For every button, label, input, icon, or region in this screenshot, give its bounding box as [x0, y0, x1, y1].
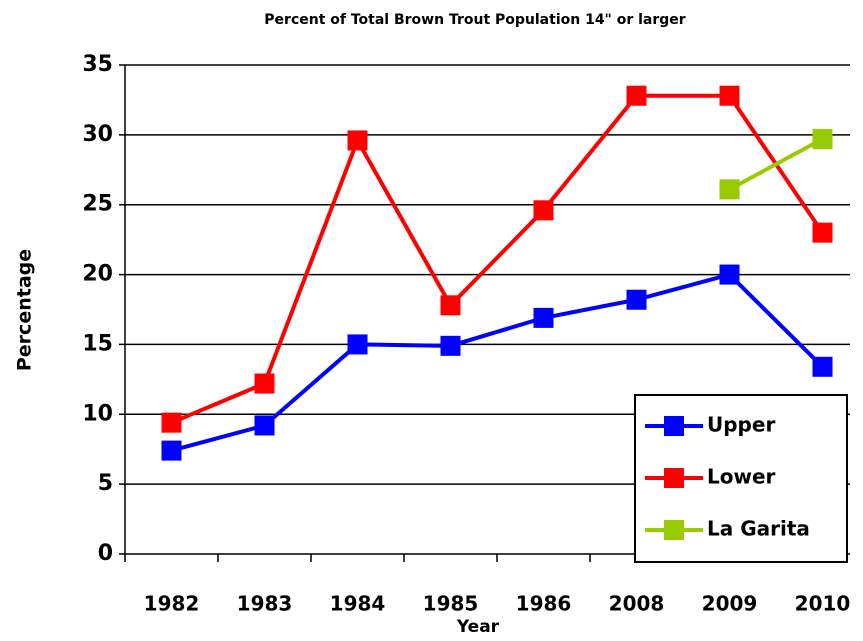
marker [626, 85, 647, 106]
x-tick-label: 1984 [330, 592, 386, 616]
y-tick-label: 25 [82, 192, 113, 217]
chart-title: Percent of Total Brown Trout Population … [264, 12, 686, 28]
x-tick-label: 2009 [702, 592, 758, 616]
y-tick-label: 20 [82, 262, 113, 287]
legend-label: Upper [707, 413, 775, 437]
series-line [170, 272, 824, 453]
marker [347, 334, 368, 355]
legend-marker [664, 468, 684, 488]
legend-marker [664, 416, 684, 436]
series-line [728, 137, 824, 192]
legend-marker [664, 520, 684, 540]
marker [812, 356, 833, 377]
marker [719, 85, 740, 106]
legend-label: Lower [707, 465, 776, 489]
marker [533, 200, 554, 221]
marker [719, 264, 740, 285]
marker [812, 129, 833, 150]
y-tick-label: 30 [82, 122, 113, 147]
marker [533, 307, 554, 328]
x-tick-label: 1983 [237, 592, 293, 616]
marker [719, 179, 740, 200]
series-line [170, 93, 825, 425]
marker [347, 130, 368, 151]
marker [440, 335, 461, 356]
y-axis-label: Percentage [14, 249, 36, 371]
x-tick-label: 2010 [795, 592, 851, 616]
marker [161, 440, 182, 461]
marker [254, 415, 275, 436]
legend-label: La Garita [707, 517, 810, 541]
y-tick-label: 10 [82, 401, 113, 426]
marker [161, 412, 182, 433]
y-tick-label: 5 [98, 471, 113, 496]
x-axis-label: Year [456, 617, 500, 637]
y-tick-label: 15 [82, 331, 113, 356]
marker [812, 222, 833, 243]
x-tick-label: 1985 [423, 592, 479, 616]
marker [254, 373, 275, 394]
x-tick-label: 2008 [609, 592, 665, 616]
marker [626, 289, 647, 310]
x-tick-label: 1986 [516, 592, 572, 616]
marker [440, 295, 461, 316]
y-tick-label: 0 [98, 541, 113, 566]
y-tick-label: 35 [82, 52, 113, 77]
x-tick-label: 1982 [144, 592, 200, 616]
